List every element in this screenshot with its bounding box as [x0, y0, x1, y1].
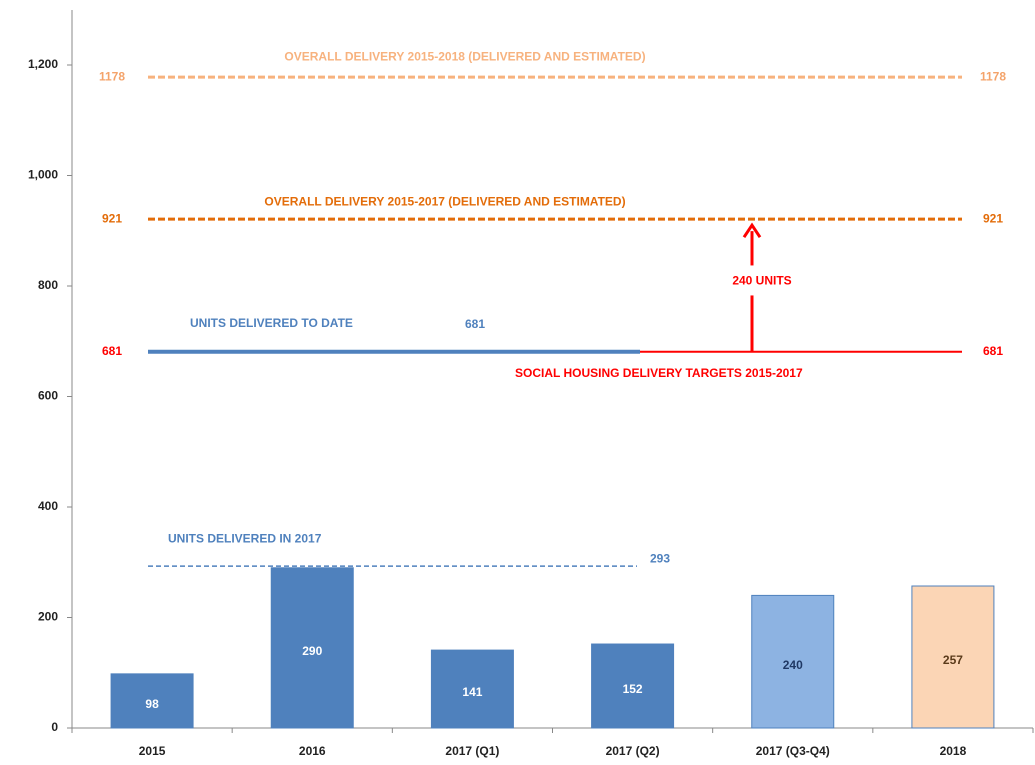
y-tick-label: 400 — [38, 499, 58, 513]
x-tick-label: 2017 (Q1) — [445, 744, 499, 758]
annotation-label: 240 UNITS — [732, 274, 791, 288]
y-tick-label: 200 — [38, 610, 58, 624]
x-tick-label: 2017 (Q2) — [606, 744, 660, 758]
y-tick-label: 600 — [38, 389, 58, 403]
reference-value: 681 — [465, 317, 485, 331]
value-label: 98 — [145, 697, 159, 711]
annotation-bg — [717, 265, 787, 296]
value-label: 152 — [623, 682, 643, 696]
reference-value-left: 681 — [102, 344, 122, 358]
y-tick-label: 0 — [51, 720, 58, 734]
x-tick-label: 2015 — [139, 744, 166, 758]
reference-label: OVERALL DELIVERY 2015-2017 (DELIVERED AN… — [264, 194, 625, 208]
reference-value-right: 681 — [983, 344, 1003, 358]
reference-label: OVERALL DELIVERY 2015-2018 (DELIVERED AN… — [284, 49, 645, 63]
value-label: 240 — [783, 658, 803, 672]
bar — [911, 585, 995, 729]
value-label: 257 — [943, 653, 963, 667]
bar — [591, 643, 675, 729]
reference-value-left: 1178 — [99, 69, 125, 83]
reference-label: UNITS DELIVERED IN 2017 — [168, 531, 322, 545]
y-tick-label: 1,000 — [28, 168, 58, 182]
reference-value-right: 921 — [983, 211, 1003, 225]
x-tick-label: 2016 — [299, 744, 326, 758]
reference-value: 293 — [650, 551, 670, 565]
y-tick-label: 800 — [38, 278, 58, 292]
bar — [270, 567, 354, 729]
value-label: 141 — [462, 685, 482, 699]
x-tick-label: 2018 — [940, 744, 967, 758]
y-tick-label: 1,200 — [28, 57, 58, 71]
reference-value-left: 921 — [102, 211, 122, 225]
reference-label: SOCIAL HOUSING DELIVERY TARGETS 2015-201… — [515, 366, 803, 380]
bar — [430, 649, 514, 729]
bar — [751, 594, 835, 729]
annotation-arrowhead — [742, 222, 762, 238]
reference-value-right: 1178 — [980, 69, 1006, 83]
value-label: 290 — [302, 644, 322, 658]
reference-label: UNITS DELIVERED TO DATE — [190, 316, 353, 330]
x-tick-label: 2017 (Q3-Q4) — [756, 744, 830, 758]
bar — [110, 673, 194, 729]
